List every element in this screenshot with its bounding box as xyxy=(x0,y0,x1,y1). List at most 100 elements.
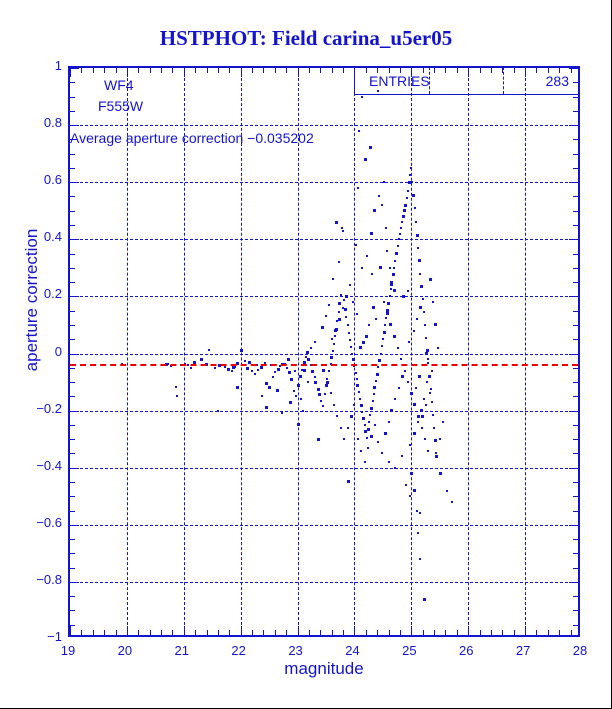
y-axis-tick xyxy=(70,324,75,326)
scatter-point xyxy=(392,334,396,338)
scatter-point xyxy=(337,261,340,264)
scatter-point xyxy=(331,349,334,352)
x-tick-label: 20 xyxy=(117,643,133,658)
x-axis-tick xyxy=(422,630,424,635)
scatter-point xyxy=(396,245,399,248)
scatter-point xyxy=(340,226,343,229)
scatter-point xyxy=(417,259,421,263)
y-axis-tick xyxy=(70,139,75,141)
x-axis-tick xyxy=(115,630,117,635)
x-axis-tick xyxy=(536,630,538,635)
scatter-point xyxy=(353,365,356,368)
y-axis-tick xyxy=(70,382,75,384)
scatter-point xyxy=(352,301,355,304)
scatter-point xyxy=(380,345,383,348)
scatter-point xyxy=(369,413,372,416)
scatter-point xyxy=(410,166,413,169)
x-axis-tick-top xyxy=(365,68,367,73)
y-axis-tick-right xyxy=(573,253,578,255)
scatter-point xyxy=(386,249,389,252)
scatter-point xyxy=(416,318,419,321)
scatter-point xyxy=(355,312,358,315)
scatter-point xyxy=(317,393,321,397)
y-axis-tick xyxy=(70,567,75,569)
x-axis-tick-top xyxy=(559,68,561,73)
scatter-point xyxy=(298,375,302,379)
scatter-point xyxy=(409,495,412,498)
scatter-point xyxy=(359,397,362,400)
scatter-point xyxy=(354,244,357,246)
scatter-point xyxy=(245,366,249,370)
scatter-point xyxy=(370,406,373,410)
scatter-point xyxy=(330,356,334,360)
scatter-point xyxy=(419,272,422,275)
y-axis-tick xyxy=(70,510,75,512)
scatter-point xyxy=(192,361,196,365)
scatter-point xyxy=(372,393,375,396)
scatter-point xyxy=(310,369,314,373)
gridline-vertical xyxy=(525,68,527,635)
scatter-point xyxy=(368,146,372,150)
x-axis-tick xyxy=(502,630,504,635)
y-tick-label: 0 xyxy=(54,343,62,359)
x-axis-tick-top xyxy=(536,68,538,73)
y-axis-tick xyxy=(70,167,75,169)
x-axis-tick-top xyxy=(445,68,447,73)
y-axis-tick-right xyxy=(569,182,578,184)
scatter-point xyxy=(342,306,345,309)
y-axis-tick-right xyxy=(573,539,578,541)
y-axis-tick xyxy=(70,453,75,455)
scatter-point xyxy=(416,509,419,512)
scatter-point xyxy=(407,180,411,184)
x-axis-tick-top xyxy=(411,68,413,77)
scatter-point xyxy=(417,532,420,535)
scatter-point xyxy=(365,255,368,258)
scatter-point xyxy=(405,196,408,199)
x-axis-tick xyxy=(320,630,322,635)
scatter-point xyxy=(343,298,346,301)
scatter-point xyxy=(293,389,296,392)
scatter-point xyxy=(336,319,339,322)
y-axis-tick xyxy=(70,596,75,598)
y-tick-label: −1 xyxy=(47,629,62,644)
scatter-point xyxy=(416,414,420,418)
scatter-point xyxy=(388,295,391,298)
y-axis-tick-right xyxy=(573,167,578,169)
x-axis-tick-top xyxy=(479,68,481,73)
scatter-point xyxy=(413,206,416,209)
scatter-point xyxy=(289,400,293,404)
scatter-point xyxy=(415,233,419,237)
scatter-point xyxy=(324,383,328,387)
x-axis-tick-top xyxy=(456,68,458,73)
scatter-point xyxy=(240,349,244,353)
y-axis-tick xyxy=(70,467,79,469)
scatter-point xyxy=(394,466,397,469)
scatter-point xyxy=(361,266,364,269)
scatter-point xyxy=(427,362,430,365)
y-axis-tick xyxy=(70,524,79,526)
scatter-point xyxy=(373,385,377,389)
scatter-point xyxy=(279,365,282,368)
scatter-point xyxy=(322,405,325,408)
scatter-point xyxy=(320,399,323,402)
y-axis-tick-right xyxy=(573,567,578,569)
gridline-horizontal xyxy=(70,296,578,298)
scatter-point xyxy=(395,252,399,256)
scatter-point xyxy=(421,414,425,418)
scatter-point xyxy=(271,375,274,378)
x-axis-tick-top xyxy=(377,68,379,73)
scatter-point xyxy=(226,367,230,371)
y-axis-tick-right xyxy=(573,196,578,198)
scatter-point xyxy=(329,392,332,395)
x-axis-tick xyxy=(365,630,367,635)
scatter-point xyxy=(265,381,269,385)
scatter-point xyxy=(412,193,416,197)
x-axis-tick-top xyxy=(297,68,299,77)
gridline-horizontal xyxy=(70,353,578,355)
y-axis-tick-right xyxy=(569,296,578,298)
scatter-point xyxy=(408,341,411,344)
scatter-point xyxy=(175,395,178,398)
mean-reference-line xyxy=(70,363,578,366)
scatter-point xyxy=(346,426,349,429)
x-axis-tick-top xyxy=(195,68,197,73)
